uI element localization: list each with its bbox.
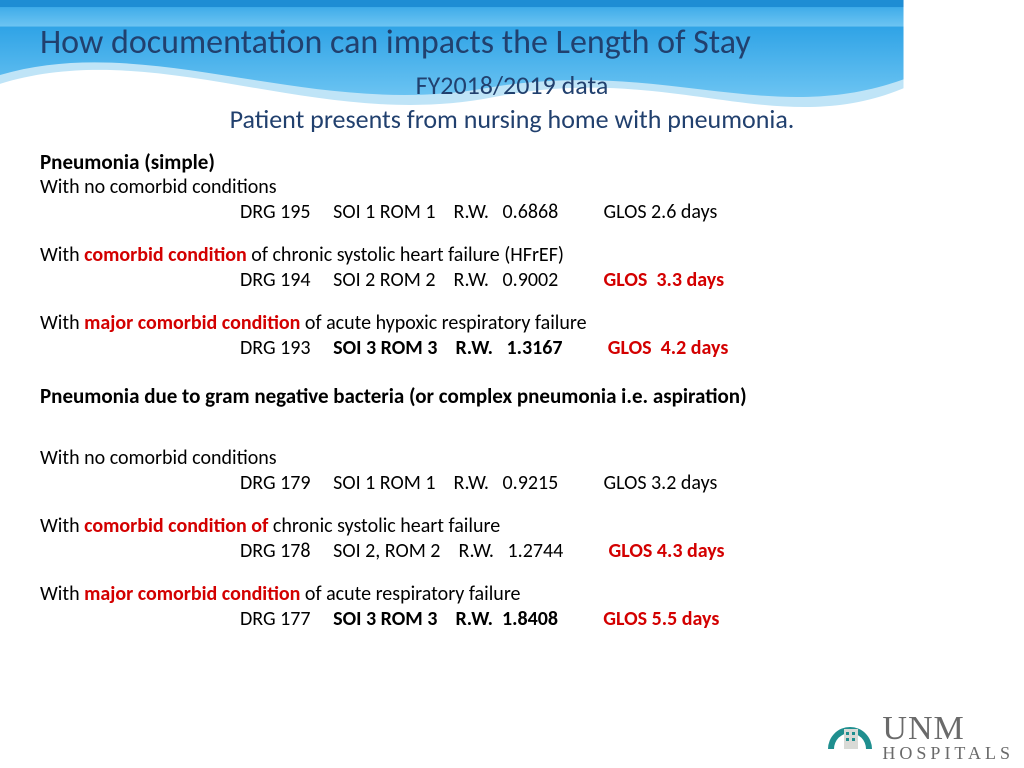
logo-text-line2: HOSPITALS — [882, 745, 1014, 762]
drg-data-line: DRG 194 SOI 2 ROM 2 R.W. 0.9002 GLOS 3.3… — [40, 268, 984, 293]
slide-body: Pneumonia (simple)With no comorbid condi… — [0, 135, 1024, 632]
condition-line: With no comorbid conditions — [40, 446, 984, 471]
drg-data-line: DRG 177 SOI 3 ROM 3 R.W. 1.8408 GLOS 5.5… — [40, 607, 984, 632]
logo-text-line1: UNM — [882, 713, 1014, 745]
section-heading: Pneumonia (simple) — [40, 149, 984, 175]
condition-line: With comorbid condition of chronic systo… — [40, 514, 984, 539]
drg-data-line: DRG 195 SOI 1 ROM 1 R.W. 0.6868 GLOS 2.6… — [40, 200, 984, 225]
section-heading: Pneumonia due to gram negative bacteria … — [40, 383, 984, 409]
condition-line: With major comorbid condition of acute h… — [40, 311, 984, 336]
slide-subtitle-2: Patient presents from nursing home with … — [40, 103, 984, 135]
unm-hospitals-logo: UNM HOSPITALS — [826, 713, 1014, 762]
condition-line: With major comorbid condition of acute r… — [40, 582, 984, 607]
condition-line: With comorbid condition of chronic systo… — [40, 243, 984, 268]
drg-data-line: DRG 179 SOI 1 ROM 1 R.W. 0.9215 GLOS 3.2… — [40, 471, 984, 496]
condition-line: With no comorbid conditions — [40, 175, 984, 200]
drg-data-line: DRG 193 SOI 3 ROM 3 R.W. 1.3167 GLOS 4.2… — [40, 336, 984, 361]
logo-mark-icon — [826, 715, 874, 759]
drg-data-line: DRG 178 SOI 2, ROM 2 R.W. 1.2744 GLOS 4.… — [40, 539, 984, 564]
slide-subtitle-1: FY2018/2019 data — [40, 69, 984, 101]
slide-title: How documentation can impacts the Length… — [40, 22, 984, 63]
